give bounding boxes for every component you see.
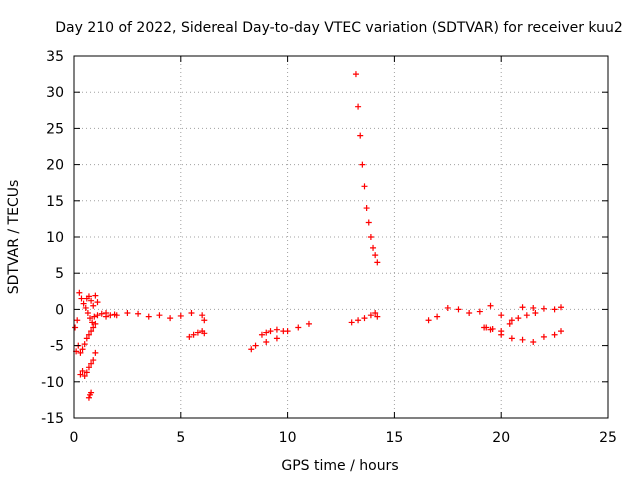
y-tick-label: -10: [41, 375, 64, 391]
x-tick-label: 10: [279, 430, 297, 446]
chart-title: Day 210 of 2022, Sidereal Day-to-day VTE…: [55, 20, 623, 36]
y-tick-label: 0: [55, 302, 64, 318]
chart: 0 5 10 15 20 25 -15 -10 -5 0 5 10 15 20 25 30 35 Day 210…: [0, 0, 640, 480]
chart-background: [0, 0, 640, 480]
y-tick-label: 35: [46, 49, 64, 65]
y-tick-label: -15: [41, 411, 64, 427]
y-tick-label: 30: [46, 85, 64, 101]
x-tick-label: 25: [599, 430, 617, 446]
x-axis-label: GPS time / hours: [281, 458, 398, 474]
y-tick-label: 15: [46, 194, 64, 210]
y-tick-label: 20: [46, 158, 64, 174]
chart-svg: 0 5 10 15 20 25 -15 -10 -5 0 5 10 15 20 25 30 35 Day 210…: [0, 0, 640, 480]
y-tick-label: 25: [46, 121, 64, 137]
y-axis-label: SDTVAR / TECUs: [6, 180, 22, 295]
x-tick-label: 5: [176, 430, 185, 446]
x-tick-label: 0: [70, 430, 79, 446]
x-tick-label: 15: [385, 430, 403, 446]
y-tick-label: 10: [46, 230, 64, 246]
y-tick-label: 5: [55, 266, 64, 282]
x-tick-label: 20: [492, 430, 510, 446]
y-tick-label: -5: [50, 339, 64, 355]
